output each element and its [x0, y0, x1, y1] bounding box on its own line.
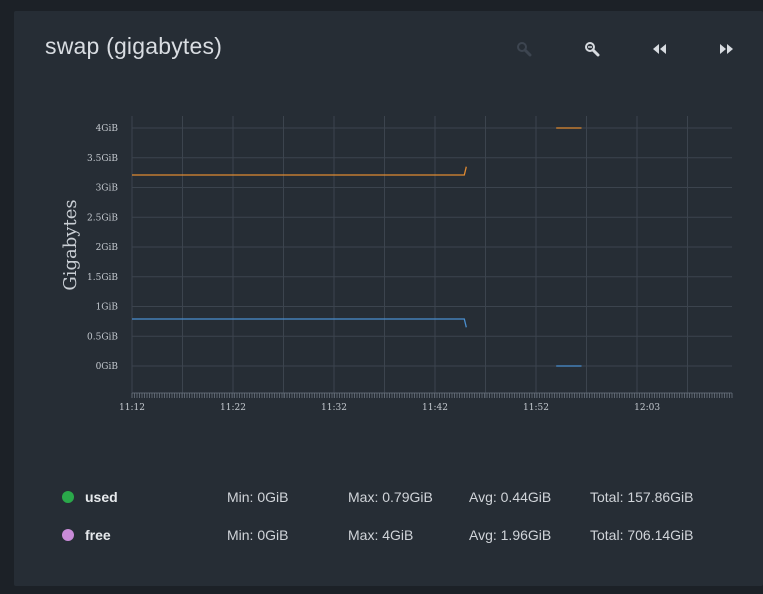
legend-series-name: free	[85, 527, 111, 543]
legend-row-used: used Min: 0GiB Max: 0.79GiB Avg: 0.44GiB…	[14, 487, 763, 509]
y-tick-label: 4GiB	[96, 124, 119, 134]
fast-forward-icon[interactable]	[715, 37, 739, 61]
legend-total: Total: 157.86GiB	[590, 489, 694, 505]
free-legend-dot	[62, 529, 74, 541]
x-tick-label: 11:22	[220, 403, 246, 413]
y-tick-label: 2.5GiB	[87, 213, 118, 223]
y-axis-title: Gigabytes	[60, 199, 81, 290]
x-tick-label: 11:42	[422, 403, 448, 413]
chart-toolbar	[14, 37, 763, 61]
swap-line-chart: 4GiB 3.5GiB 3GiB 2.5GiB 2GiB 1.5GiB 1GiB 0.5GiB…	[60, 116, 733, 413]
used-legend-dot	[62, 491, 74, 503]
series-line-used	[132, 318, 467, 328]
panel-title: swap (gigabytes)	[45, 33, 223, 59]
legend-total: Total: 706.14GiB	[590, 527, 694, 543]
y-tick-label: 2GiB	[96, 243, 119, 253]
x-tick-label: 11:12	[119, 403, 145, 413]
legend-row-free: free Min: 0GiB Max: 4GiB Avg: 1.96GiB To…	[14, 525, 763, 547]
x-tick-label: 11:52	[523, 403, 549, 413]
legend-min: Min: 0GiB	[227, 489, 289, 505]
series-line-free	[132, 166, 467, 176]
rewind-icon[interactable]	[647, 37, 671, 61]
y-tick-label: 0.5GiB	[87, 332, 118, 342]
y-tick-label: 3.5GiB	[87, 154, 118, 164]
y-tick-label: 0GiB	[96, 362, 119, 372]
x-tick-label: 11:32	[321, 403, 347, 413]
y-tick-label: 3GiB	[96, 184, 119, 194]
legend-min: Min: 0GiB	[227, 527, 289, 543]
legend-series-name: used	[85, 489, 118, 505]
legend-avg: Avg: 0.44GiB	[469, 489, 552, 505]
zoom-out-icon[interactable]	[580, 37, 604, 61]
y-tick-label: 1.5GiB	[87, 273, 118, 283]
legend-max: Max: 0.79GiB	[348, 489, 433, 505]
swap-panel: swap (gigabytes)	[14, 11, 763, 586]
x-minor-ticks	[131, 393, 733, 398]
x-tick-label: 12:03	[634, 403, 660, 413]
legend-max: Max: 4GiB	[348, 527, 414, 543]
zoom-in-icon[interactable]	[512, 37, 536, 61]
y-tick-label: 1GiB	[96, 303, 119, 313]
legend-avg: Avg: 1.96GiB	[469, 527, 552, 543]
